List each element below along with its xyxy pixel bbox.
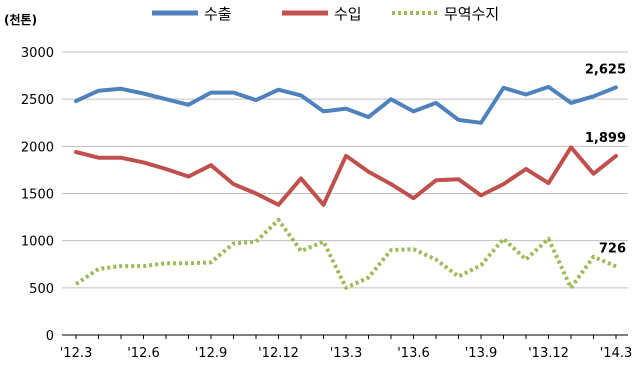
- y-tick-label: 2500: [21, 93, 54, 108]
- x-tick-label: '12.6: [127, 346, 160, 361]
- y-tick-label: 0: [46, 329, 54, 344]
- x-tick-label: '14.3: [600, 346, 633, 361]
- end-value-label: 2,625: [585, 62, 626, 77]
- x-tick-label: '13.9: [465, 346, 498, 361]
- x-tick-label: '13.3: [330, 346, 363, 361]
- y-tick-label: 3000: [21, 46, 54, 61]
- x-tick-label: '12.3: [60, 346, 93, 361]
- y-tick-label: 1500: [21, 188, 54, 203]
- end-value-label: 1,899: [585, 131, 626, 146]
- series-line-3: [74, 217, 617, 290]
- series-line-1: [74, 84, 618, 125]
- y-unit-label: (천톤): [4, 12, 37, 27]
- end-value-label: 726: [599, 242, 626, 257]
- series-lines: [74, 84, 618, 290]
- x-tick-label: '13.6: [397, 346, 430, 361]
- y-tick-label: 500: [29, 282, 54, 297]
- x-tick-label: '13.12: [528, 346, 569, 361]
- legend-label: 수입: [334, 5, 362, 23]
- axes: 0 500 1000 1500 2000 2500 3000 '12.3 '12.6 '12.9 '…: [21, 46, 632, 361]
- y-tick-label: 2000: [21, 140, 54, 155]
- legend-label: 무역수지: [444, 5, 499, 23]
- y-tick-label: 1000: [21, 235, 54, 250]
- series-line-2: [74, 145, 618, 207]
- grid-lines: [62, 51, 628, 336]
- legend: 수출 수입 무역수지: [152, 5, 499, 23]
- data-labels: 2,625 1,899 726: [585, 62, 626, 256]
- x-tick-label: '12.9: [195, 346, 228, 361]
- x-tick-label: '12.12: [258, 346, 299, 361]
- legend-label: 수출: [204, 5, 232, 23]
